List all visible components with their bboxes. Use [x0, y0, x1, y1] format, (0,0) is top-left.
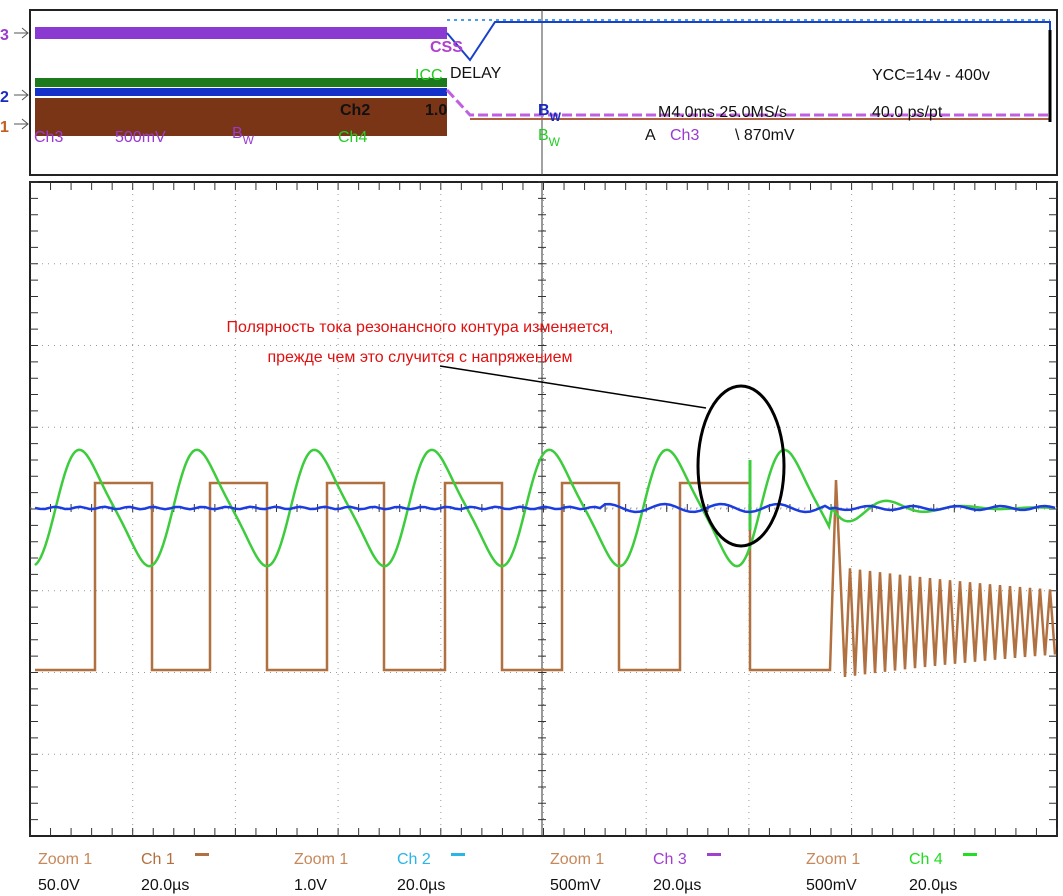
css-label: CSS [430, 39, 463, 56]
icc-label: ICC [415, 67, 443, 84]
marker-2: 2 [0, 89, 9, 106]
ch1-trace-fill [35, 98, 447, 136]
bw-3: BW [538, 127, 561, 149]
channel-swatch [451, 853, 465, 856]
channel-swatch [195, 853, 209, 856]
readouts: Zoom 1 Ch 1 50.0V 20.0µs Zoom 1 Ch 2 1.0V 20.0µ… [38, 851, 977, 894]
graticule [29, 181, 1058, 836]
readout-timebase: 20.0µs [909, 877, 957, 894]
marker-1: 1 [0, 119, 9, 136]
readout-channel: Ch 3 [653, 851, 687, 868]
trigger-channel: Ch3 [670, 127, 699, 144]
readout-channel: Ch 4 [909, 851, 943, 868]
vcc-label: YCC=14v - 400v [872, 67, 990, 84]
ch3-overview-tail [445, 88, 1050, 117]
timebase: M4.0ms 25.0MS/s [658, 104, 787, 121]
highlight-ellipse [696, 384, 786, 548]
ch4-trace [35, 78, 447, 87]
marker-arrows [14, 27, 29, 130]
bw-1: BW [232, 125, 255, 147]
annotation-pointer [439, 365, 707, 409]
readout-zoom: Zoom 1 [38, 851, 92, 868]
readout-timebase: 20.0µs [397, 877, 445, 894]
trigger-mode: A [645, 127, 656, 144]
readout-zoom: Zoom 1 [294, 851, 348, 868]
marker-3: 3 [0, 27, 9, 44]
readout-zoom: Zoom 1 [806, 851, 860, 868]
readout-scale: 50.0V [38, 877, 80, 894]
ch2-scale: 1.0 [425, 102, 447, 119]
delay-label: DELAY [450, 65, 502, 82]
resolution: 40.0 ps/pt [872, 104, 943, 121]
ch2-trace [34, 502, 1056, 514]
readout-channel: Ch 1 [141, 851, 175, 868]
waveforms [34, 448, 1057, 678]
ch2-overview-edge [446, 21, 1051, 62]
readout-timebase: 20.0µs [141, 877, 189, 894]
ch4-label: Ch4 [338, 129, 367, 146]
readout-scale: 500mV [550, 877, 601, 894]
ch3-label: Ch3 [34, 129, 63, 146]
readout-channel: Ch 2 [397, 851, 431, 868]
trigger-level: \ 870mV [735, 127, 795, 144]
ch2-label: Ch2 [340, 102, 370, 119]
ch1-trace [35, 479, 1057, 678]
channel-swatch [707, 853, 721, 856]
annotation-line: прежде чем это случится с напряжением [267, 349, 572, 366]
ch2-trace [35, 88, 447, 96]
ch3-trace [35, 27, 447, 39]
ch4-trace [34, 448, 1055, 568]
readout-timebase: 20.0µs [653, 877, 701, 894]
ch3-scale: 500mV [115, 129, 166, 146]
readout-zoom: Zoom 1 [550, 851, 604, 868]
bw-2: BW [538, 102, 562, 124]
annotation-line: Полярность тока резонансного контура изм… [227, 319, 614, 336]
tick-marks [29, 181, 1058, 836]
channel-swatch [963, 853, 977, 856]
readout-scale: 1.0V [294, 877, 327, 894]
readout-scale: 500mV [806, 877, 857, 894]
